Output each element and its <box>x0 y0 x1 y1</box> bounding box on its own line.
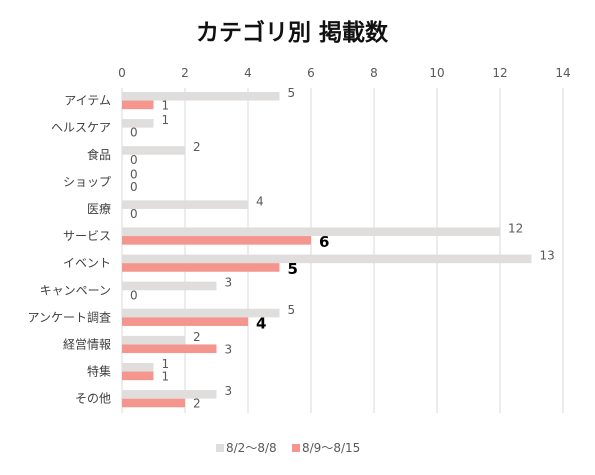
x-tick-label: 8 <box>370 66 378 80</box>
x-tick-label: 2 <box>181 66 189 80</box>
bar <box>122 263 280 272</box>
bar <box>122 390 217 399</box>
category-label: ショップ <box>63 175 111 189</box>
bar <box>122 200 248 209</box>
x-tick-label: 14 <box>555 66 570 80</box>
data-label: 6 <box>319 233 329 251</box>
category-label: サービス <box>63 229 111 243</box>
bar <box>122 371 154 381</box>
data-label: 0 <box>130 126 138 140</box>
category-label: イベント <box>63 256 111 270</box>
bar <box>122 344 217 354</box>
legend-label: 8/9〜8/15 <box>302 441 360 455</box>
x-tick-label: 6 <box>307 66 315 80</box>
bar <box>122 236 311 245</box>
grid <box>121 88 564 413</box>
data-label: 2 <box>193 140 201 154</box>
bar <box>122 281 217 291</box>
legend-label: 8/2〜8/8 <box>226 441 277 455</box>
category-label: 経営情報 <box>63 337 111 351</box>
bar <box>122 308 280 318</box>
data-label: 3 <box>225 276 233 290</box>
data-label: 0 <box>130 180 138 194</box>
data-label: 0 <box>130 207 138 221</box>
bar <box>122 317 248 326</box>
data-label: 5 <box>288 303 296 317</box>
legend-swatch <box>216 444 224 452</box>
data-label: 13 <box>540 249 555 263</box>
category-label: アイテム <box>64 94 111 108</box>
bar <box>122 362 154 372</box>
x-axis-ticks: 0 2 4 6 8 10 12 14 <box>118 66 570 80</box>
data-label: 2 <box>193 330 201 344</box>
bar <box>122 398 185 408</box>
bar <box>122 100 154 110</box>
category-label: その他 <box>75 392 111 406</box>
data-label: 5 <box>288 86 296 100</box>
bar <box>122 254 532 264</box>
data-label: 0 <box>130 153 138 167</box>
data-label: 4 <box>256 314 266 332</box>
bar <box>122 335 185 345</box>
category-label: 特集 <box>87 364 111 379</box>
data-label: 1 <box>162 357 170 371</box>
bar <box>122 146 185 155</box>
category-label: アンケート調査 <box>27 310 111 324</box>
x-tick-label: 12 <box>492 66 507 80</box>
bar <box>122 119 154 128</box>
data-label: 1 <box>162 99 170 113</box>
chart-title: カテゴリ別 掲載数 <box>196 19 389 46</box>
x-tick-label: 4 <box>244 66 252 80</box>
x-tick-label: 10 <box>429 66 444 80</box>
data-label: 3 <box>225 342 233 356</box>
bar <box>122 91 280 101</box>
data-label: 2 <box>193 397 201 411</box>
category-label: キャンペーン <box>40 283 111 297</box>
data-label: 0 <box>130 167 138 181</box>
data-label: 0 <box>130 288 138 302</box>
category-label: ヘルスケア <box>51 121 111 135</box>
data-label: 3 <box>225 384 233 398</box>
category-labels: アイテムヘルスケア食品ショップ医療サービスイベントキャンペーンアンケート調査経営… <box>27 94 111 406</box>
legend-swatch <box>292 444 300 452</box>
data-label: 12 <box>508 221 523 235</box>
data-label: 4 <box>256 194 264 208</box>
x-tick-label: 0 <box>118 66 126 80</box>
bar <box>122 227 500 237</box>
data-label: 1 <box>162 370 170 384</box>
bars <box>122 91 532 408</box>
legend: 8/2〜8/8 8/9〜8/15 <box>216 441 360 455</box>
category-label: 医療 <box>87 202 111 216</box>
category-label: 食品 <box>87 147 111 162</box>
data-label: 1 <box>162 113 170 127</box>
data-label: 5 <box>288 260 298 278</box>
